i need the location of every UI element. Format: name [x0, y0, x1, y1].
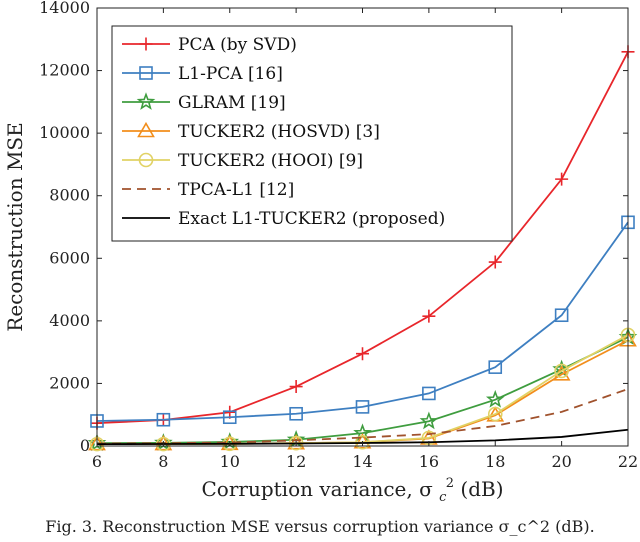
data-point [222, 410, 237, 425]
x-tick-label: 8 [158, 452, 168, 471]
series-l1-pca-16 [90, 215, 635, 428]
legend-label: PCA (by SVD) [178, 35, 297, 55]
y-tick-label: 6000 [49, 248, 90, 267]
data-point [554, 363, 569, 379]
data-point [485, 389, 505, 408]
legend-box [111, 25, 513, 242]
data-point [287, 434, 306, 450]
y-axis-label: Reconstruction MSE [3, 122, 27, 331]
x-axis-label-subscript: c [439, 490, 447, 505]
series-layer [87, 45, 638, 452]
legend-swatch-marker [138, 152, 154, 168]
data-point [554, 308, 569, 323]
y-tick-label: 10000 [39, 123, 90, 142]
axis-ticks: 6 8 10 12 14 16 18 20 22 0 2000 4000 6000 8000 10000 12… [39, 0, 638, 471]
legend-item: Exact L1-TUCKER2 (proposed) [122, 209, 445, 229]
y-tick-label: 0 [80, 436, 90, 455]
data-point [422, 386, 436, 401]
data-point [355, 400, 370, 414]
legend-item: L1-PCA [16] [122, 64, 283, 84]
data-point [488, 255, 502, 269]
x-axis-label-tail: (dB) [460, 477, 503, 501]
x-axis-label: Corruption variance, σ c 2 (dB) [202, 468, 504, 506]
y-tick-label: 8000 [49, 186, 90, 205]
legend-swatch-marker [136, 92, 156, 110]
legend-swatch-marker [139, 66, 153, 80]
x-axis-label-superscript: 2 [446, 476, 454, 491]
x-tick-label: 14 [352, 452, 372, 471]
y-tick-label: 14000 [39, 0, 90, 17]
figure-caption: Fig. 3. Reconstruction MSE versus corrup… [45, 517, 595, 536]
legend-label: TPCA-L1 [12] [178, 180, 294, 200]
x-tick-label: 6 [92, 452, 102, 471]
x-tick-label: 16 [419, 452, 439, 471]
x-axis-label-main: Corruption variance, σ [202, 477, 434, 501]
x-tick-label: 12 [286, 452, 306, 471]
legend-item: PCA (by SVD) [122, 35, 297, 55]
data-point [487, 406, 503, 422]
data-point [422, 309, 436, 323]
x-tick-label: 18 [485, 452, 505, 471]
legend-label: L1-PCA [16] [178, 64, 283, 84]
legend-label: TUCKER2 (HOOI) [9] [178, 151, 363, 171]
x-tick-label: 22 [618, 452, 638, 471]
data-point [356, 347, 369, 361]
data-point [488, 360, 503, 374]
data-point [289, 380, 303, 394]
data-point [419, 411, 439, 430]
legend-label: Exact L1-TUCKER2 (proposed) [178, 209, 445, 229]
legend-label: GLRAM [19] [178, 93, 286, 113]
y-tick-label: 12000 [39, 61, 90, 80]
legend-item: TPCA-L1 [12] [122, 180, 294, 200]
data-point [156, 412, 171, 427]
x-tick-label: 20 [551, 452, 571, 471]
x-tick-label: 10 [220, 452, 240, 471]
legend-swatch-marker [137, 121, 155, 138]
legend-item: GLRAM [19] [122, 92, 286, 113]
y-tick-label: 4000 [49, 311, 90, 330]
legend-label: TUCKER2 (HOSVD) [3] [178, 122, 380, 142]
legend: PCA (by SVD) L1-PCA [16] GLRAM [19] TUCKER2… [111, 25, 513, 242]
data-point [555, 172, 569, 186]
series-line [96, 221, 629, 422]
y-tick-label: 2000 [49, 373, 90, 392]
legend-swatch-marker [139, 37, 153, 51]
legend-item: TUCKER2 (HOSVD) [3] [122, 121, 380, 142]
data-point [289, 406, 303, 421]
legend-item: TUCKER2 (HOOI) [9] [122, 151, 363, 171]
